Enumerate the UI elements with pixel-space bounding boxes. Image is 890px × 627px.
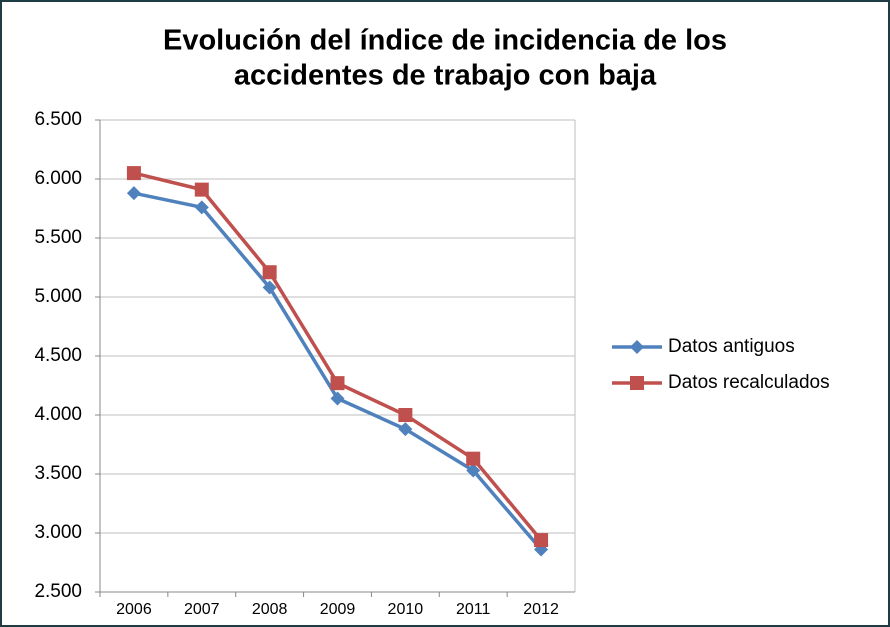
legend-label: Datos recalculados [668,372,830,393]
marker [330,391,345,406]
marker [126,186,141,201]
marker [466,463,481,478]
chart-title: accidentes de trabajo con baja [234,60,657,92]
marker [262,280,277,295]
y-tick-label: 4.000 [34,404,82,425]
legend-label: Datos antiguos [668,336,795,357]
x-tick-label: 2011 [456,601,491,618]
y-tick-label: 6.000 [34,168,82,189]
marker [630,376,644,390]
marker [534,533,549,548]
y-tick-label: 3.500 [34,463,82,484]
marker [126,166,141,181]
chart-title: Evolución del índice de incidencia de lo… [163,25,727,57]
y-tick-label: 3.000 [34,522,82,543]
x-tick-label: 2006 [116,601,152,618]
y-tick-label: 5.500 [34,227,82,248]
y-tick-label: 4.500 [34,345,82,366]
marker [398,422,413,437]
x-tick-label: 2010 [388,601,424,618]
x-tick-label: 2007 [184,601,220,618]
y-tick-label: 2.500 [34,581,82,602]
x-tick-label: 2008 [252,601,288,618]
marker [630,340,644,354]
marker [398,408,413,422]
marker [330,376,345,391]
y-tick-label: 6.500 [34,109,82,130]
marker [194,200,209,215]
marker [194,182,209,197]
y-tick-label: 5.000 [34,286,82,307]
x-tick-label: 2012 [523,601,559,618]
marker [262,265,277,280]
marker [466,451,481,466]
x-tick-label: 2009 [320,601,356,618]
